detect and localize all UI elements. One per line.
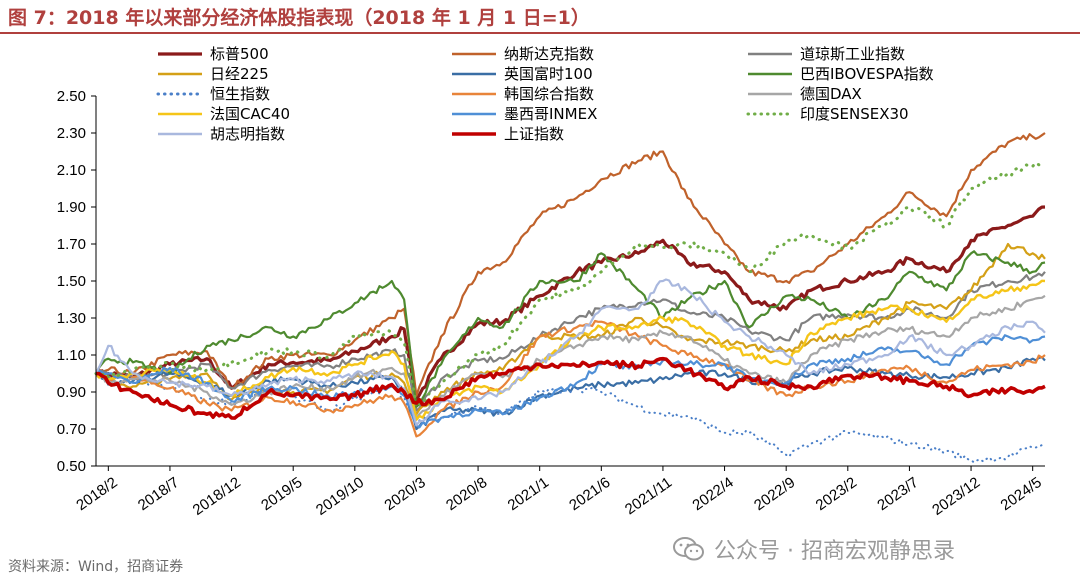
x-tick-label: 2023/12: [929, 474, 983, 519]
legend-label: 英国富时100: [504, 65, 593, 83]
x-tick-label: 2021/11: [622, 474, 675, 518]
legend-label: 法国CAC40: [210, 105, 290, 123]
legend-label: 日经225: [210, 65, 269, 83]
legend-label: 标普500: [210, 45, 269, 63]
legend-label: 胡志明指数: [210, 125, 285, 143]
x-tick-label: 2022/4: [689, 474, 736, 514]
series-line-7: [95, 371, 1046, 464]
series-line-13: [95, 278, 1046, 427]
series-line-2: [95, 132, 1046, 397]
y-tick-label: 1.90: [57, 199, 86, 216]
legend-label: 恒生指数: [210, 85, 270, 103]
x-tick-label: 2021/6: [566, 474, 613, 514]
y-tick-label: 1.70: [57, 236, 86, 253]
axes: 0.50 0.70 0.90 1.10 1.30 1.50 1.70 1.90 2.10 2.30…: [57, 88, 1045, 519]
x-tick-label: 2022/9: [751, 474, 798, 514]
x-tick-label: 2024/5: [998, 474, 1045, 514]
x-tick-label: 2018/12: [190, 474, 244, 519]
source-note: 资料来源：Wind，招商证券: [8, 559, 184, 575]
y-tick-label: 2.10: [57, 162, 86, 179]
legend-label: 纳斯达克指数: [504, 45, 594, 63]
y-tick-label: 2.30: [57, 125, 86, 142]
legend-label: 上证指数: [504, 125, 564, 143]
y-tick-label: 2.50: [57, 88, 86, 105]
x-tick-label: 2023/7: [874, 474, 921, 514]
x-tick-label: 2018/7: [135, 474, 182, 514]
x-tick-label: 2019/5: [258, 474, 305, 514]
series-line-3: [95, 271, 1046, 412]
line-chart: 0.50 0.70 0.90 1.10 1.30 1.50 1.70 1.90 2.10 2.30…: [57, 45, 1047, 519]
series-line-9: [95, 294, 1046, 419]
wechat-icon: [673, 537, 704, 561]
y-tick-label: 0.70: [57, 421, 86, 438]
watermark: 公众号 · 招商宏观静思录: [672, 533, 955, 565]
series-line-11: [95, 334, 1046, 429]
x-tick-label: 2020/3: [381, 474, 428, 514]
legend-label: 巴西IBOVESPA指数: [800, 65, 934, 83]
title-underline: [0, 32, 1080, 34]
chart-title: 图 7：2018 年以来部分经济体股指表现（2018 年 1 月 1 日=1）: [8, 7, 590, 29]
x-tick-label: 2020/8: [443, 474, 490, 514]
series-line-14: [95, 356, 1046, 420]
x-tick-label: 2019/10: [313, 474, 367, 519]
legend-label: 韩国综合指数: [504, 85, 594, 103]
series-line-1: [94, 205, 1046, 401]
x-tick-label: 2021/1: [505, 474, 552, 514]
y-tick-label: 1.10: [57, 347, 86, 364]
series-line-6: [95, 250, 1046, 408]
legend-label: 墨西哥INMEX: [504, 105, 597, 123]
legend-label: 印度SENSEX30: [800, 105, 909, 123]
y-tick-label: 0.50: [57, 458, 86, 475]
watermark-text: 公众号 · 招商宏观静思录: [714, 539, 955, 564]
series-layer: [94, 132, 1047, 464]
legend-label: 道琼斯工业指数: [800, 45, 905, 63]
legend-label: 德国DAX: [800, 85, 862, 103]
x-tick-label: 2018/2: [73, 474, 120, 514]
y-tick-label: 1.30: [57, 310, 86, 327]
series-line-12: [94, 161, 1047, 409]
y-tick-label: 1.50: [57, 273, 86, 290]
x-tick-label: 2023/2: [813, 474, 860, 514]
y-tick-label: 0.90: [57, 384, 86, 401]
